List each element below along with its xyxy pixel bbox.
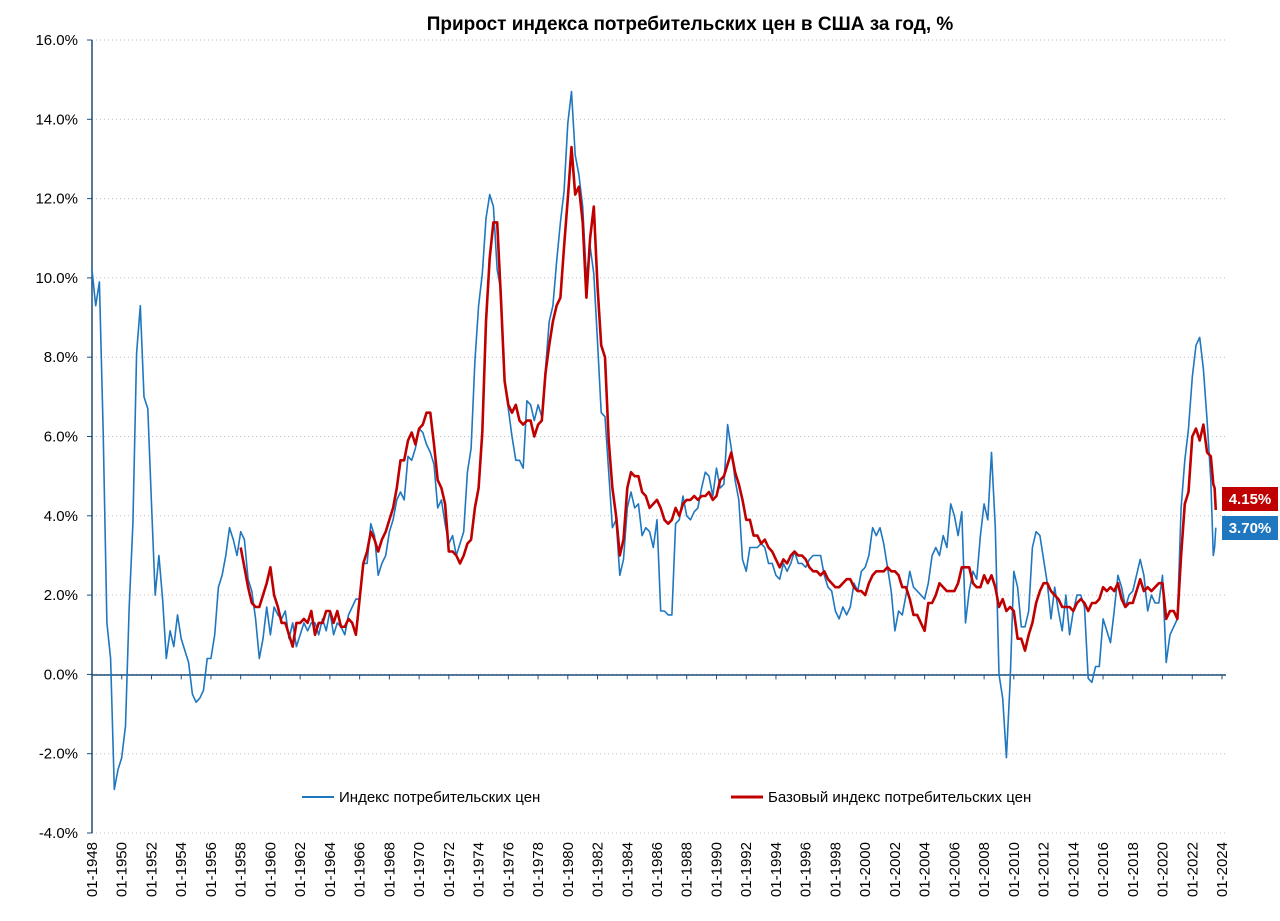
x-axis-ticks: 01-1948 01-1950 01-1952 01-1954 01-1956 01-19… (84, 674, 1231, 897)
y-tick-label: 8.0% (44, 349, 78, 366)
x-tick-label: 01-1960 (262, 842, 279, 897)
x-tick-label: 01-1996 (798, 842, 815, 897)
x-tick-label: 01-1958 (233, 842, 250, 897)
y-axis-ticks: 16.0% 14.0% 12.0% 10.0% 8.0% 6.0% 4.0% 2.0% 0.0%… (35, 32, 92, 842)
y-tick-label: -4.0% (39, 825, 78, 842)
x-tick-label: 01-1988 (679, 842, 696, 897)
grid-lines (92, 39, 1226, 834)
core-end-label: 4.15% (1229, 491, 1272, 508)
x-tick-label: 01-1956 (203, 842, 220, 897)
x-tick-label: 01-2008 (976, 842, 993, 897)
x-tick-label: 01-2000 (857, 842, 874, 897)
cpi-end-label: 3.70% (1229, 520, 1272, 537)
series-line-core (239, 145, 1218, 652)
y-tick-label: 16.0% (35, 32, 78, 49)
x-tick-label: 01-1986 (649, 842, 666, 897)
x-tick-label: 01-1954 (173, 842, 190, 897)
y-tick-label: 0.0% (44, 666, 78, 683)
y-tick-label: 6.0% (44, 429, 78, 446)
x-tick-label: 01-1950 (114, 842, 131, 897)
x-tick-label: 01-1992 (738, 842, 755, 897)
x-tick-label: 01-2024 (1214, 842, 1231, 897)
y-tick-label: 10.0% (35, 270, 78, 287)
x-tick-label: 01-1948 (84, 842, 101, 897)
y-tick-label: 2.0% (44, 587, 78, 604)
x-tick-label: 01-1972 (441, 842, 458, 897)
series-line-cpi (91, 90, 1217, 791)
series-layer (91, 90, 1218, 791)
legend: Индекс потребительских цен Базовый индек… (302, 789, 1031, 806)
y-tick-label: 14.0% (35, 111, 78, 128)
x-tick-label: 01-2020 (1155, 842, 1172, 897)
chart-title: Прирост индекса потребительских цен в СШ… (427, 14, 954, 35)
x-tick-label: 01-2018 (1125, 842, 1142, 897)
y-tick-label: -2.0% (39, 746, 78, 763)
x-tick-label: 01-1982 (590, 842, 607, 897)
legend-label-cpi: Индекс потребительских цен (339, 789, 540, 806)
x-tick-label: 01-1952 (143, 842, 160, 897)
x-tick-label: 01-2012 (1036, 842, 1053, 897)
cpi-end-badge (1222, 516, 1278, 540)
x-tick-label: 01-1978 (530, 842, 547, 897)
x-tick-label: 01-1970 (411, 842, 428, 897)
x-tick-label: 01-1980 (560, 842, 577, 897)
x-tick-label: 01-2006 (946, 842, 963, 897)
x-tick-label: 01-1968 (381, 842, 398, 897)
x-tick-label: 01-1976 (500, 842, 517, 897)
x-tick-label: 01-1994 (768, 842, 785, 897)
x-tick-label: 01-2016 (1095, 842, 1112, 897)
y-tick-label: 12.0% (35, 191, 78, 208)
x-tick-label: 01-2002 (887, 842, 904, 897)
x-tick-label: 01-2022 (1184, 842, 1201, 897)
x-tick-label: 01-2014 (1065, 842, 1082, 897)
legend-label-core: Базовый индекс потребительских цен (768, 789, 1031, 806)
y-tick-label: 4.0% (44, 508, 78, 525)
end-value-badges: 4.15% 3.70% (1222, 487, 1278, 540)
x-tick-label: 01-1974 (471, 842, 488, 897)
x-tick-label: 01-2010 (1006, 842, 1023, 897)
x-tick-label: 01-2004 (917, 842, 934, 897)
x-tick-label: 01-1990 (708, 842, 725, 897)
core-end-badge (1222, 487, 1278, 511)
x-tick-label: 01-1984 (619, 842, 636, 897)
x-tick-label: 01-1964 (322, 842, 339, 897)
x-tick-label: 01-1966 (352, 842, 369, 897)
x-tick-label: 01-1962 (292, 842, 309, 897)
x-tick-label: 01-1998 (827, 842, 844, 897)
